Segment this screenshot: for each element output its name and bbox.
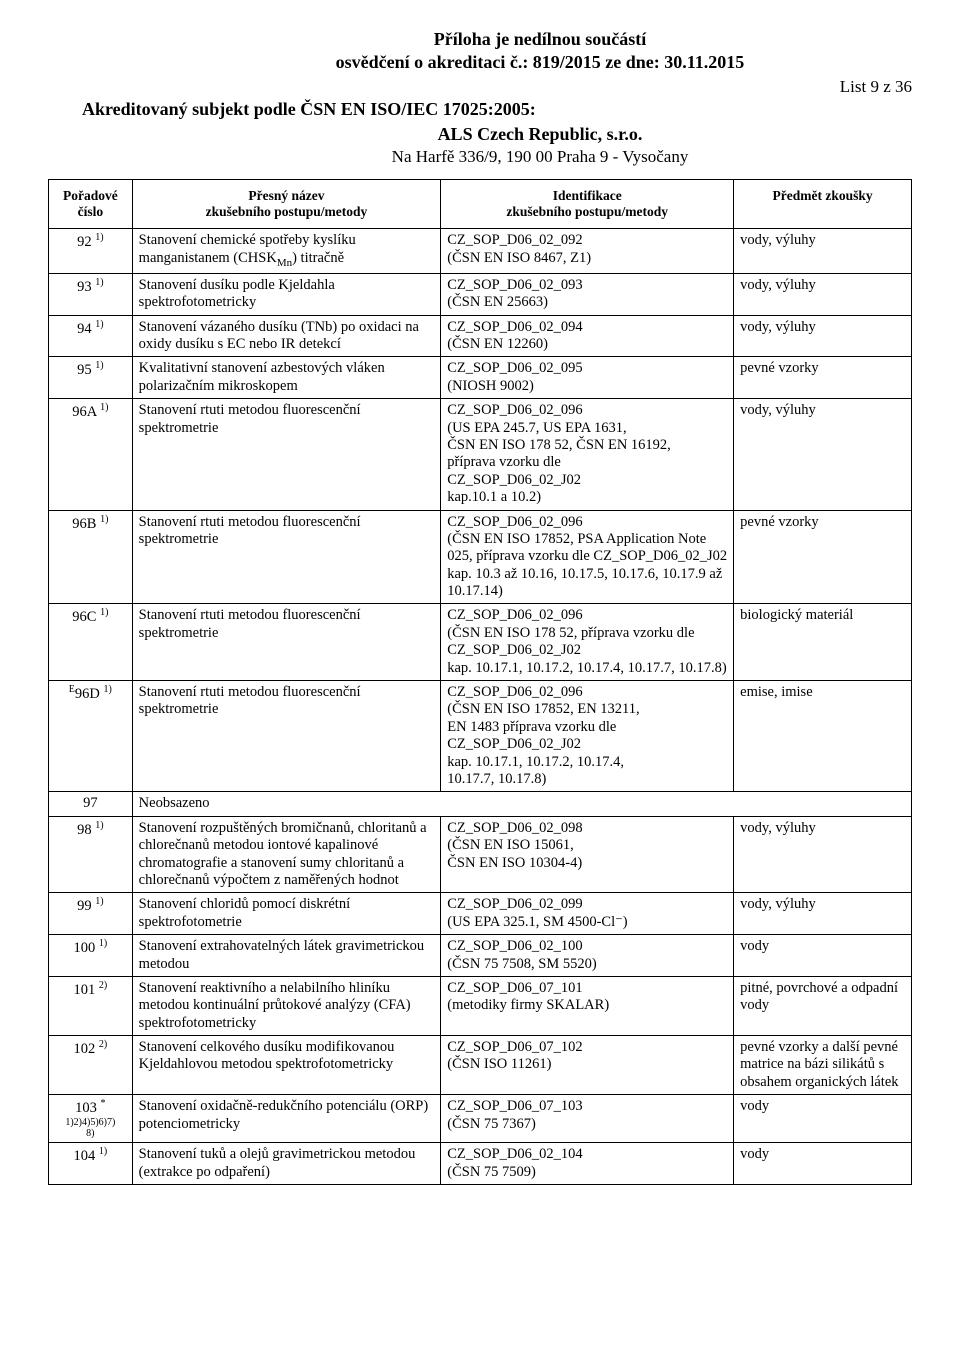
cell-subject: vody, výluhy — [734, 229, 912, 273]
cell-id: CZ_SOP_D06_02_100(ČSN 75 7508, SM 5520) — [441, 935, 734, 977]
table-header-row: Pořadové číslo Přesný názevzkušebního po… — [49, 180, 912, 229]
cell-name: Stanovení oxidačně-redukčního potenciálu… — [132, 1095, 441, 1143]
table-row: 104 1)Stanovení tuků a olejů gravimetric… — [49, 1143, 912, 1185]
cell-name: Stanovení rtuti metodou fluorescenční sp… — [132, 399, 441, 510]
cell-id: CZ_SOP_D06_02_104(ČSN 75 7509) — [441, 1143, 734, 1185]
cell-subject: vody, výluhy — [734, 816, 912, 893]
table-row: 98 1)Stanovení rozpuštěných bromičnanů, … — [49, 816, 912, 893]
cell-ordinal: 96A 1) — [49, 399, 133, 510]
cell-ordinal: 96B 1) — [49, 510, 133, 604]
col-name: Přesný názevzkušebního postupu/metody — [132, 180, 441, 229]
cell-ordinal: 101 2) — [49, 976, 133, 1035]
cell-subject: vody, výluhy — [734, 399, 912, 510]
col-ordinal: Pořadové číslo — [49, 180, 133, 229]
cell-name: Stanovení chemické spotřeby kyslíku mang… — [132, 229, 441, 273]
table-row: 97Neobsazeno — [49, 792, 912, 816]
cell-name: Stanovení celkového dusíku modifikovanou… — [132, 1036, 441, 1095]
cell-id: CZ_SOP_D06_02_092(ČSN EN ISO 8467, Z1) — [441, 229, 734, 273]
cell-name: Stanovení rtuti metodou fluorescenční sp… — [132, 604, 441, 681]
cell-ordinal: 99 1) — [49, 893, 133, 935]
cell-ordinal: 103 *1)2)4)5)6)7)8) — [49, 1095, 133, 1143]
cell-id: CZ_SOP_D06_07_102(ČSN ISO 11261) — [441, 1036, 734, 1095]
cell-ordinal: 93 1) — [49, 273, 133, 315]
cell-id: CZ_SOP_D06_02_096(ČSN EN ISO 178 52, pří… — [441, 604, 734, 681]
cell-subject: vody — [734, 935, 912, 977]
cell-name: Kvalitativní stanovení azbestových vláke… — [132, 357, 441, 399]
methods-table: Pořadové číslo Přesný názevzkušebního po… — [48, 179, 912, 1185]
cell-name: Stanovení extrahovatelných látek gravime… — [132, 935, 441, 977]
cell-name: Neobsazeno — [132, 792, 911, 816]
cell-name: Stanovení rtuti metodou fluorescenční sp… — [132, 510, 441, 604]
cell-subject: emise, imise — [734, 681, 912, 792]
cell-ordinal: 92 1) — [49, 229, 133, 273]
cell-ordinal: 104 1) — [49, 1143, 133, 1185]
cell-ordinal: 95 1) — [49, 357, 133, 399]
table-row: 95 1)Kvalitativní stanovení azbestových … — [49, 357, 912, 399]
table-body: 92 1)Stanovení chemické spotřeby kyslíku… — [49, 229, 912, 1185]
cell-ordinal: 94 1) — [49, 315, 133, 357]
table-row: 99 1)Stanovení chloridů pomocí diskrétní… — [49, 893, 912, 935]
cell-id: CZ_SOP_D06_02_094(ČSN EN 12260) — [441, 315, 734, 357]
lab-address: Na Harfě 336/9, 190 00 Praha 9 - Vysočan… — [48, 147, 912, 167]
cell-subject: pitné, povrchové a odpadní vody — [734, 976, 912, 1035]
cell-name: Stanovení vázaného dusíku (TNb) po oxida… — [132, 315, 441, 357]
cell-subject: pevné vzorky — [734, 357, 912, 399]
table-row: 102 2)Stanovení celkového dusíku modifik… — [49, 1036, 912, 1095]
header-line2: osvědčení o akreditaci č.: 819/2015 ze d… — [168, 51, 912, 74]
cell-ordinal: 100 1) — [49, 935, 133, 977]
cell-name: Stanovení reaktivního a nelabilního hlin… — [132, 976, 441, 1035]
cell-name: Stanovení tuků a olejů gravimetrickou me… — [132, 1143, 441, 1185]
lab-name: ALS Czech Republic, s.r.o. — [48, 124, 912, 145]
cell-ordinal: E96D 1) — [49, 681, 133, 792]
page-list-number: List 9 z 36 — [48, 77, 912, 97]
table-row: 96A 1)Stanovení rtuti metodou fluorescen… — [49, 399, 912, 510]
cell-ordinal: 98 1) — [49, 816, 133, 893]
table-row: 96B 1)Stanovení rtuti metodou fluorescen… — [49, 510, 912, 604]
cell-subject: biologický materiál — [734, 604, 912, 681]
cell-id: CZ_SOP_D06_02_098(ČSN EN ISO 15061,ČSN E… — [441, 816, 734, 893]
cell-id: CZ_SOP_D06_02_096(ČSN EN ISO 17852, PSA … — [441, 510, 734, 604]
cell-id: CZ_SOP_D06_02_099(US EPA 325.1, SM 4500-… — [441, 893, 734, 935]
cell-id: CZ_SOP_D06_02_096(ČSN EN ISO 17852, EN 1… — [441, 681, 734, 792]
cell-subject: vody, výluhy — [734, 273, 912, 315]
cell-subject: vody, výluhy — [734, 893, 912, 935]
cell-subject: vody — [734, 1143, 912, 1185]
cell-subject: pevné vzorky a další pevné matrice na bá… — [734, 1036, 912, 1095]
header-title: Příloha je nedílnou součástí osvědčení o… — [48, 28, 912, 73]
table-row: 96C 1)Stanovení rtuti metodou fluorescen… — [49, 604, 912, 681]
cell-ordinal: 96C 1) — [49, 604, 133, 681]
cell-ordinal: 97 — [49, 792, 133, 816]
cell-id: CZ_SOP_D06_02_095(NIOSH 9002) — [441, 357, 734, 399]
col-id: Identifikacezkušebního postupu/metody — [441, 180, 734, 229]
cell-name: Stanovení rtuti metodou fluorescenční sp… — [132, 681, 441, 792]
cell-ordinal: 102 2) — [49, 1036, 133, 1095]
accredited-subject-line: Akreditovaný subjekt podle ČSN EN ISO/IE… — [82, 99, 912, 120]
cell-id: CZ_SOP_D06_07_103(ČSN 75 7367) — [441, 1095, 734, 1143]
cell-id: CZ_SOP_D06_02_096(US EPA 245.7, US EPA 1… — [441, 399, 734, 510]
table-row: 92 1)Stanovení chemické spotřeby kyslíku… — [49, 229, 912, 273]
cell-id: CZ_SOP_D06_02_093(ČSN EN 25663) — [441, 273, 734, 315]
table-row: 100 1)Stanovení extrahovatelných látek g… — [49, 935, 912, 977]
table-row: 93 1)Stanovení dusíku podle Kjeldahla sp… — [49, 273, 912, 315]
page: Příloha je nedílnou součástí osvědčení o… — [0, 0, 960, 1225]
table-row: 94 1)Stanovení vázaného dusíku (TNb) po … — [49, 315, 912, 357]
cell-name: Stanovení dusíku podle Kjeldahla spektro… — [132, 273, 441, 315]
cell-name: Stanovení rozpuštěných bromičnanů, chlor… — [132, 816, 441, 893]
table-row: 103 *1)2)4)5)6)7)8)Stanovení oxidačně-re… — [49, 1095, 912, 1143]
col-subject: Předmět zkoušky — [734, 180, 912, 229]
table-row: 101 2)Stanovení reaktivního a nelabilníh… — [49, 976, 912, 1035]
table-row: E96D 1)Stanovení rtuti metodou fluoresce… — [49, 681, 912, 792]
cell-name: Stanovení chloridů pomocí diskrétní spek… — [132, 893, 441, 935]
cell-id: CZ_SOP_D06_07_101(metodiky firmy SKALAR) — [441, 976, 734, 1035]
header-line1: Příloha je nedílnou součástí — [168, 28, 912, 51]
cell-subject: pevné vzorky — [734, 510, 912, 604]
cell-subject: vody — [734, 1095, 912, 1143]
cell-subject: vody, výluhy — [734, 315, 912, 357]
